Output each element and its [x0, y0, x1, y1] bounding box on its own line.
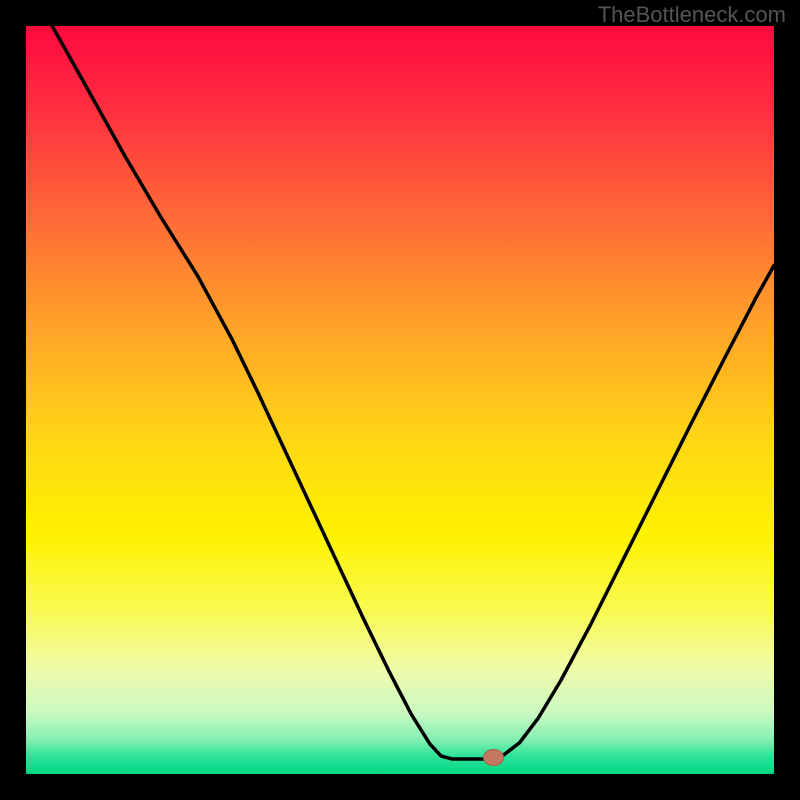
- optimal-point-marker: [484, 750, 504, 766]
- bottleneck-curve-chart: [0, 0, 800, 800]
- watermark-text: TheBottleneck.com: [598, 2, 786, 28]
- chart-container: TheBottleneck.com: [0, 0, 800, 800]
- plot-gradient-background: [26, 26, 774, 774]
